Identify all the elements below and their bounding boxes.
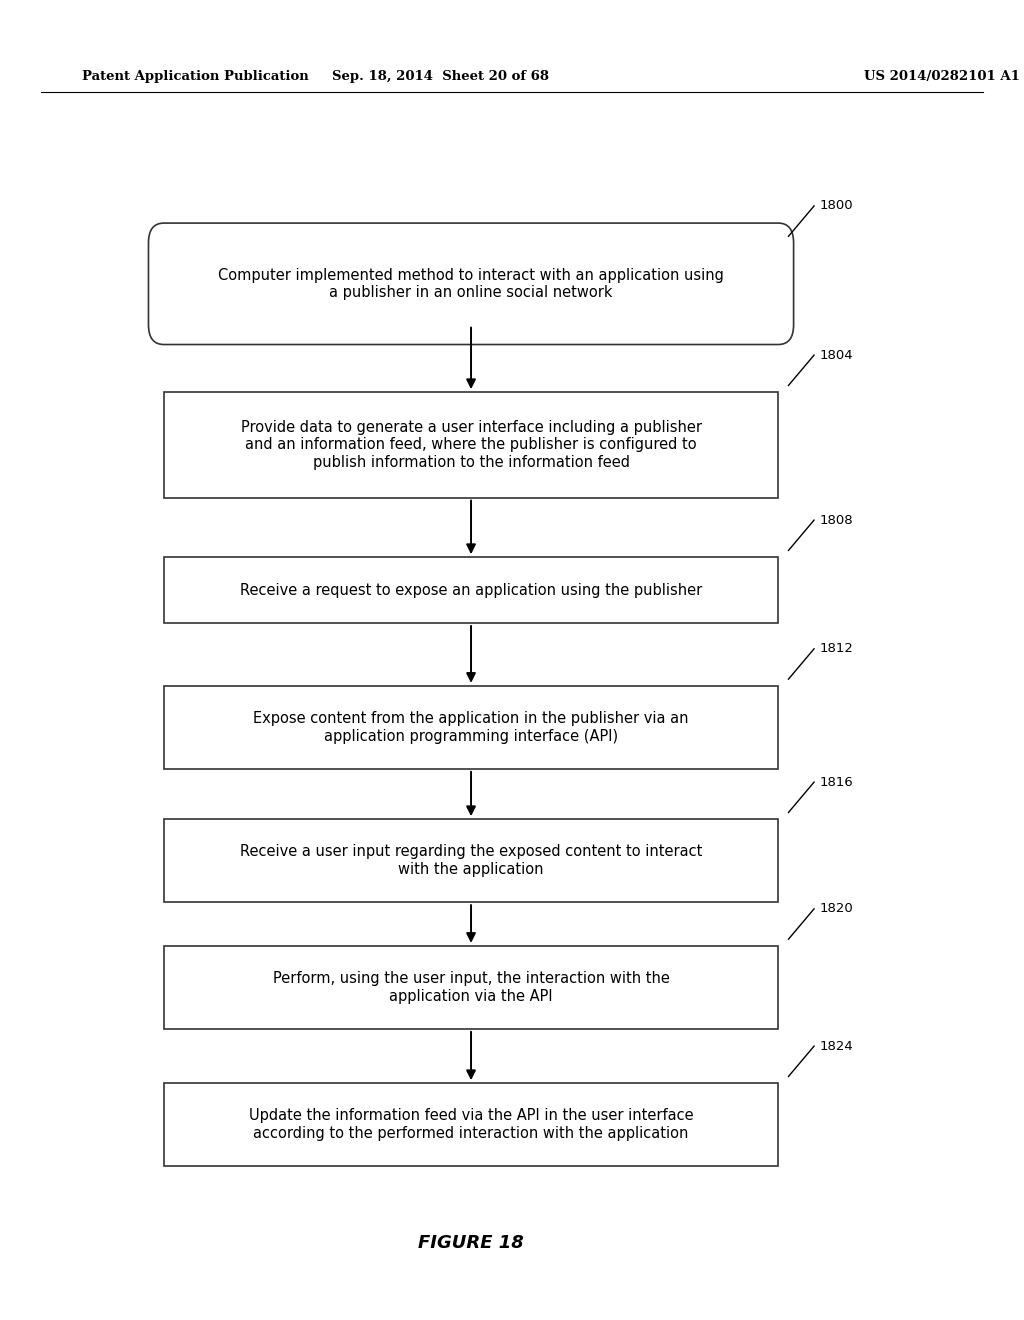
FancyBboxPatch shape [164,945,778,1030]
FancyBboxPatch shape [164,1082,778,1167]
Text: FIGURE 18: FIGURE 18 [418,1234,524,1253]
Text: Update the information feed via the API in the user interface
according to the p: Update the information feed via the API … [249,1109,693,1140]
Text: Computer implemented method to interact with an application using
a publisher in: Computer implemented method to interact … [218,268,724,300]
FancyBboxPatch shape [164,557,778,623]
Text: 1800: 1800 [819,199,853,213]
Text: 1812: 1812 [819,643,853,655]
FancyBboxPatch shape [164,392,778,498]
Text: 1820: 1820 [819,903,853,915]
Text: Receive a user input regarding the exposed content to interact
with the applicat: Receive a user input regarding the expos… [240,845,702,876]
FancyBboxPatch shape [164,818,778,903]
Text: Expose content from the application in the publisher via an
application programm: Expose content from the application in t… [253,711,689,743]
Text: Patent Application Publication: Patent Application Publication [82,70,308,83]
FancyBboxPatch shape [164,686,778,768]
Text: Provide data to generate a user interface including a publisher
and an informati: Provide data to generate a user interfac… [241,420,701,470]
Text: Receive a request to expose an application using the publisher: Receive a request to expose an applicati… [240,582,702,598]
FancyBboxPatch shape [148,223,794,345]
Text: 1816: 1816 [819,776,853,788]
Text: 1824: 1824 [819,1040,853,1052]
Text: Sep. 18, 2014  Sheet 20 of 68: Sep. 18, 2014 Sheet 20 of 68 [332,70,549,83]
Text: 1804: 1804 [819,348,853,362]
Text: Perform, using the user input, the interaction with the
application via the API: Perform, using the user input, the inter… [272,972,670,1003]
Text: US 2014/0282101 A1: US 2014/0282101 A1 [864,70,1020,83]
Text: 1808: 1808 [819,513,853,527]
